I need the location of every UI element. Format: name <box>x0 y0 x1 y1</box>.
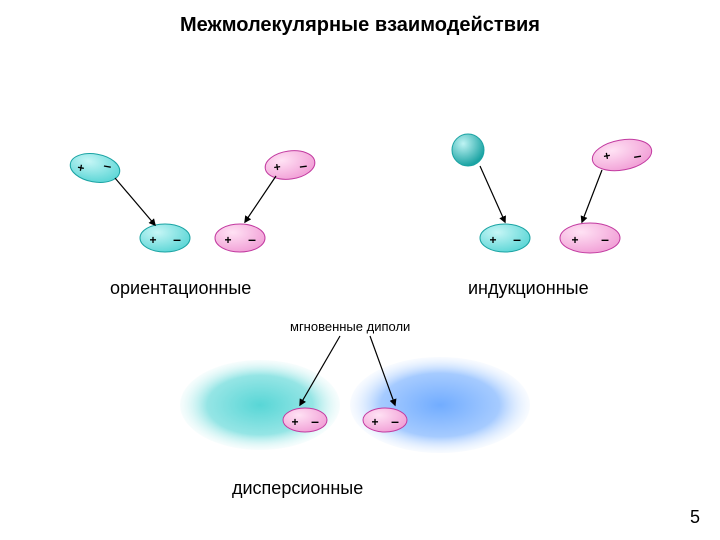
minus-sign: – <box>601 231 609 247</box>
plus-sign: + <box>489 233 496 247</box>
minus-sign: – <box>248 231 256 247</box>
dipole-i_tr: +– <box>590 135 654 175</box>
dipole-o_bl: +– <box>140 224 190 252</box>
dipole-d_l: +– <box>283 408 327 432</box>
neutral-sphere <box>452 134 484 166</box>
arrow <box>480 166 505 222</box>
minus-sign: – <box>513 231 521 247</box>
dipole-o_tr: +– <box>263 148 316 183</box>
dipole-i_br: +– <box>560 223 620 253</box>
dispersion-blob <box>350 357 530 453</box>
diagram-canvas: +–+–+–+–+–+–+–+–+– <box>0 0 720 540</box>
minus-sign: – <box>173 231 181 247</box>
arrow <box>582 170 602 222</box>
arrow <box>115 178 155 225</box>
dispersion-blob <box>180 360 340 450</box>
plus-sign: + <box>291 415 298 429</box>
dipole-i_bl: +– <box>480 224 530 252</box>
plus-sign: + <box>371 415 378 429</box>
dipole-o_tl: +– <box>68 150 122 186</box>
plus-sign: + <box>224 233 231 247</box>
dipole-d_r: +– <box>363 408 407 432</box>
plus-sign: + <box>571 233 578 247</box>
minus-sign: – <box>391 413 399 429</box>
dipole-o_br: +– <box>215 224 265 252</box>
plus-sign: + <box>149 233 156 247</box>
minus-sign: – <box>311 413 319 429</box>
arrow <box>245 176 276 222</box>
